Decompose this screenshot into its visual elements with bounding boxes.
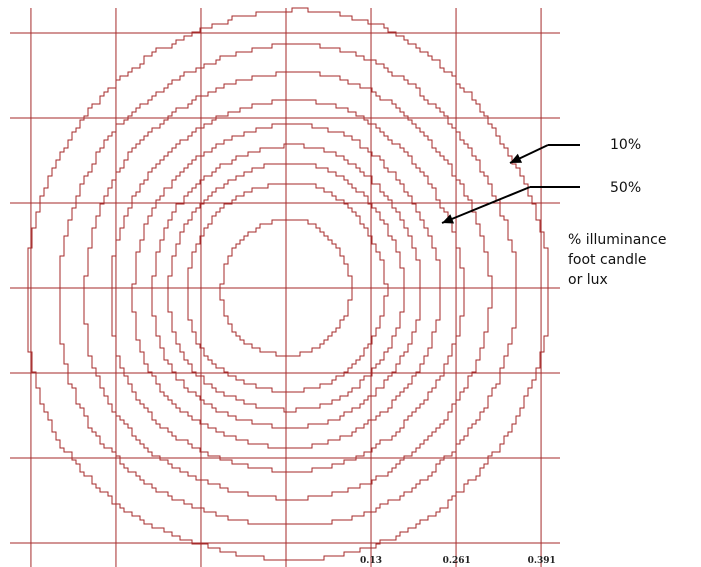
x-tick-label: 0.261 [443,556,471,566]
x-tick-label: 0.13 [360,556,382,566]
legend-note-line-1: % illuminance [568,232,667,248]
contour-level-80 [187,183,389,393]
contour-level-90 [219,219,353,357]
legend-note-line-3: or lux [568,272,608,288]
contour-level-30 [83,71,493,501]
isolux-contours [27,7,549,561]
callout-label-10: 10% [610,137,642,153]
contour-level-70 [167,163,405,413]
callout-label-50: 50% [610,180,642,196]
legend-note: % illuminance foot candle or lux [568,230,700,290]
x-tick-label: 0.391 [528,556,556,566]
contour-level-10 [27,7,549,561]
x-tick-labels: 0.13 0.261 0.391 [360,556,556,566]
arrow-10 [509,144,549,164]
contour-level-20 [59,43,517,525]
legend-note-line-2: foot candle [568,252,647,268]
grid [10,8,560,567]
contour-level-60 [151,143,421,429]
contour-level-40 [111,99,465,473]
arrow-50 [441,186,531,224]
contour-level-50 [131,123,441,449]
callout-arrows [441,144,580,224]
